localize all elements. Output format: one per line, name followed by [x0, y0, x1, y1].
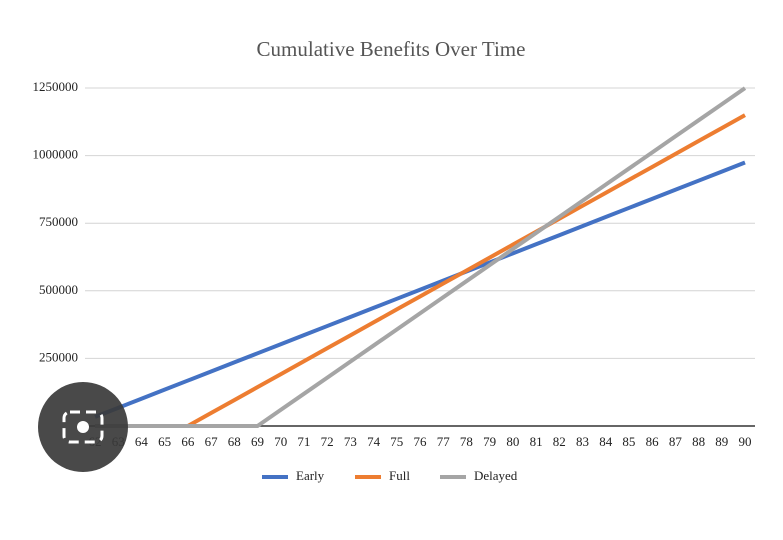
- x-tick-label: 88: [692, 434, 705, 449]
- y-tick-label: 1000000: [33, 147, 79, 162]
- x-tick-label: 83: [576, 434, 589, 449]
- series-line: [95, 113, 746, 428]
- x-tick-label: 80: [506, 434, 519, 449]
- legend-label: Full: [389, 468, 410, 483]
- x-tick-label: 68: [228, 434, 241, 449]
- x-tick-label: 71: [297, 434, 310, 449]
- x-tick-label: 87: [669, 434, 683, 449]
- y-tick-label: 250000: [39, 349, 78, 364]
- legend-label: Early: [296, 468, 325, 483]
- x-tick-label: 67: [205, 434, 219, 449]
- x-tick-label: 81: [530, 434, 543, 449]
- x-tick-label: 84: [599, 434, 613, 449]
- legend-item: Delayed: [440, 468, 518, 483]
- lens-icon: [38, 382, 128, 472]
- x-tick-label: 70: [274, 434, 287, 449]
- x-tick-label: 75: [390, 434, 403, 449]
- legend-item: Early: [262, 468, 325, 483]
- y-tick-label: 1250000: [33, 79, 79, 94]
- x-tick-label: 90: [739, 434, 752, 449]
- x-tick-label: 73: [344, 434, 357, 449]
- series-line: [94, 160, 746, 419]
- x-tick-label: 78: [460, 434, 473, 449]
- x-tick-label: 89: [715, 434, 728, 449]
- x-tick-label: 64: [135, 434, 149, 449]
- x-tick-label: 72: [321, 434, 334, 449]
- y-tick-label: 500000: [39, 282, 78, 297]
- lens-dot: [77, 421, 89, 433]
- x-tick-label: 74: [367, 434, 381, 449]
- x-tick-label: 86: [646, 434, 660, 449]
- y-tick-label: 750000: [39, 214, 78, 229]
- x-tick-label: 66: [181, 434, 195, 449]
- x-tick-label: 69: [251, 434, 264, 449]
- x-tick-label: 77: [437, 434, 451, 449]
- chart-title: Cumulative Benefits Over Time: [257, 37, 526, 61]
- legend-item: Full: [355, 468, 410, 483]
- x-tick-label: 82: [553, 434, 566, 449]
- x-tick-label: 65: [158, 434, 171, 449]
- legend-label: Delayed: [474, 468, 518, 483]
- x-tick-label: 85: [622, 434, 635, 449]
- series-line: [95, 86, 747, 428]
- x-tick-label: 76: [414, 434, 428, 449]
- x-tick-label: 79: [483, 434, 496, 449]
